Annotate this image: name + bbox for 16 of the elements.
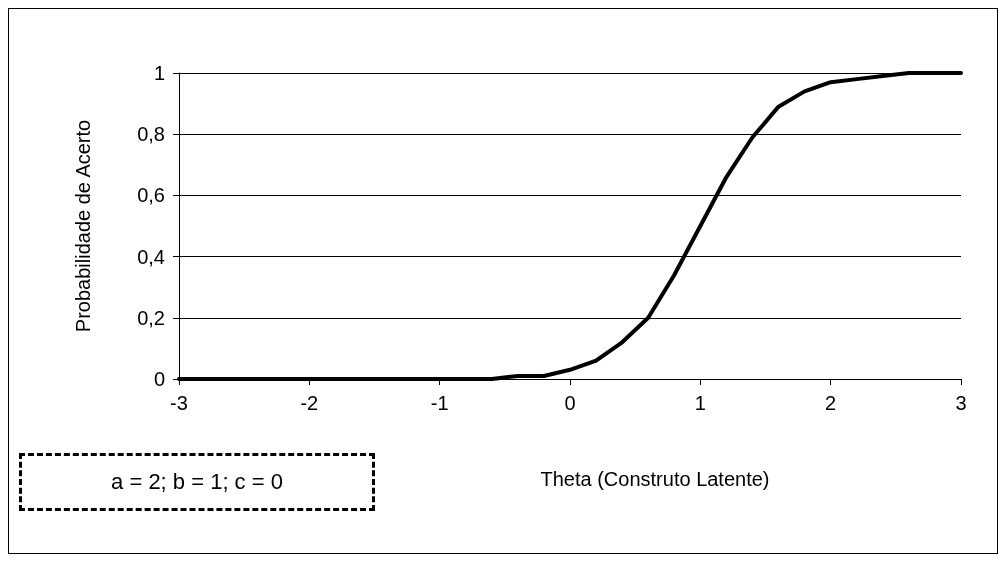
dashed-note-box: a = 2; b = 1; c = 0 [19, 453, 375, 511]
y-tick-label: 0,6 [137, 184, 165, 207]
y-tick-label: 1 [153, 62, 165, 84]
y-axis-title: Probabilidade de Acerto [72, 119, 94, 333]
x-tick-label: -1 [430, 392, 449, 414]
x-tick-label: 0 [564, 392, 576, 414]
x-tick-label: -3 [170, 392, 188, 414]
y-tick-label: 0 [153, 368, 165, 390]
x-tick-label: 2 [825, 392, 837, 414]
x-axis-title: Theta (Construto Latente) [540, 468, 770, 490]
x-tick-label: 1 [694, 392, 706, 414]
y-tick-label: 0,8 [137, 123, 165, 146]
x-tick-label: -2 [300, 392, 319, 414]
y-tick-label: 0,2 [137, 306, 165, 329]
y-tick-label: 0,4 [137, 245, 165, 268]
x-tick-label: 3 [955, 392, 967, 414]
